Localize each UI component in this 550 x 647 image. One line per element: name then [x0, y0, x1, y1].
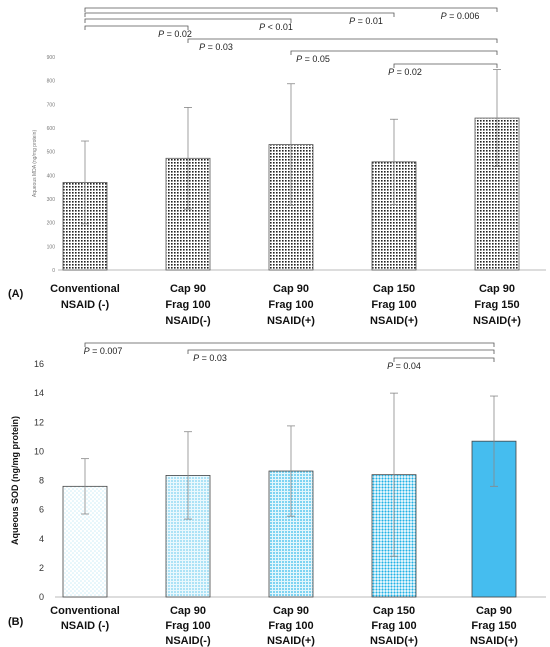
significance-bracket [187, 349, 495, 354]
y-tick-label: 500 [47, 150, 56, 156]
p-value-label-rest: = 0.02 [164, 29, 192, 39]
p-value-label: P < 0.01 [259, 22, 293, 32]
y-tick-label: 10 [34, 446, 44, 456]
category-label: Cap 90 [273, 605, 309, 617]
p-value-label-rest: = 0.05 [302, 54, 330, 64]
category-label: NSAID(+) [370, 315, 418, 327]
category-label: NSAID(+) [473, 315, 521, 327]
category-label: NSAID(-) [165, 315, 211, 327]
category-label: NSAID(+) [267, 635, 315, 647]
y-axis-label: Aqueous SOD (ng/mg protein) [10, 416, 20, 545]
y-tick-label: 400 [47, 173, 56, 179]
category-label: Cap 150 [373, 605, 415, 617]
y-tick-label: 100 [47, 244, 56, 250]
category-label: NSAID(+) [470, 635, 518, 647]
y-tick-label: 300 [47, 197, 56, 203]
category-label: Conventional [50, 605, 120, 617]
p-value-label: P = 0.05 [296, 54, 330, 64]
category-label: Cap 90 [273, 283, 309, 295]
y-tick-label: 4 [39, 534, 44, 544]
p-value-label: P = 0.006 [441, 11, 480, 21]
p-value-label-p: P [193, 353, 199, 363]
p-value-label-p: P [84, 346, 90, 356]
y-axis-label: Aqueous MDA (ng/mg protein) [32, 130, 38, 198]
significance-bracket [84, 7, 498, 12]
category-label: Frag 150 [471, 620, 516, 632]
category-label: Frag 100 [165, 620, 210, 632]
y-tick-label: 0 [52, 268, 55, 274]
significance-bracket [84, 18, 292, 23]
p-value-label: P = 0.04 [387, 361, 421, 371]
y-tick-label: 16 [34, 359, 44, 369]
y-tick-label: 900 [47, 55, 56, 61]
p-value-label: P = 0.01 [349, 16, 383, 26]
category-label: Frag 100 [268, 299, 313, 311]
p-value-label-rest: = 0.03 [199, 353, 227, 363]
p-value-label-p: P [387, 361, 393, 371]
p-value-label: P = 0.02 [158, 29, 192, 39]
p-value-label-p: P [388, 67, 394, 77]
significance-bracket [290, 50, 498, 55]
p-value-label-rest: = 0.02 [394, 67, 422, 77]
category-label: Frag 100 [371, 299, 416, 311]
y-tick-label: 14 [34, 388, 44, 398]
p-value-label-p: P [259, 22, 265, 32]
y-tick-label: 200 [47, 221, 56, 227]
p-value-label-rest: = 0.01 [355, 16, 383, 26]
p-value-label-p: P [349, 16, 355, 26]
significance-bracket [84, 342, 495, 347]
category-label: Cap 90 [479, 283, 515, 295]
category-label: NSAID (-) [61, 299, 110, 311]
p-value-label-rest: < 0.01 [265, 22, 293, 32]
y-tick-label: 8 [39, 476, 44, 486]
p-value-label: P = 0.03 [199, 42, 233, 52]
p-value-label-p: P [199, 42, 205, 52]
p-value-label-rest: = 0.03 [205, 42, 233, 52]
p-value-label-rest: = 0.007 [90, 346, 123, 356]
category-label: Cap 90 [476, 605, 512, 617]
p-value-label-rest: = 0.006 [447, 11, 480, 21]
category-label: Cap 90 [170, 605, 206, 617]
p-value-label-rest: = 0.04 [393, 361, 421, 371]
panel-a: 0 100 200 300 400 500 600 700 800 900 Aqueous MDA … [8, 7, 546, 327]
p-value-label-p: P [158, 29, 164, 39]
category-label: Conventional [50, 283, 120, 295]
significance-bracket [84, 12, 395, 17]
category-label: NSAID(+) [370, 635, 418, 647]
category-label: NSAID(+) [267, 315, 315, 327]
p-value-label-p: P [296, 54, 302, 64]
panel-b: 0 2 4 6 8 10 12 14 16 Aqueous SOD (ng/mg protein)… [8, 342, 546, 647]
category-label: NSAID (-) [61, 620, 110, 632]
y-tick-label: 600 [47, 126, 56, 132]
category-label: Frag 100 [268, 620, 313, 632]
p-value-label: P = 0.02 [388, 67, 422, 77]
category-label: Frag 150 [474, 299, 519, 311]
significance-bracket [393, 357, 495, 362]
category-label: NSAID(-) [165, 635, 211, 647]
significance-bracket [187, 38, 498, 43]
y-tick-label: 2 [39, 563, 44, 573]
y-tick-label: 0 [39, 592, 44, 602]
p-value-label-p: P [441, 11, 447, 21]
category-label: Frag 100 [371, 620, 416, 632]
significance-bracket [393, 63, 498, 68]
y-tick-label: 700 [47, 102, 56, 108]
p-value-label: P = 0.03 [193, 353, 227, 363]
category-label: Cap 150 [373, 283, 415, 295]
p-value-label: P = 0.007 [84, 346, 123, 356]
significance-bracket [84, 25, 189, 30]
panel-label: (B) [8, 616, 24, 628]
panel-label: (A) [8, 288, 24, 300]
y-tick-label: 6 [39, 505, 44, 515]
y-tick-label: 800 [47, 79, 56, 85]
category-label: Frag 100 [165, 299, 210, 311]
category-label: Cap 90 [170, 283, 206, 295]
y-tick-label: 12 [34, 417, 44, 427]
